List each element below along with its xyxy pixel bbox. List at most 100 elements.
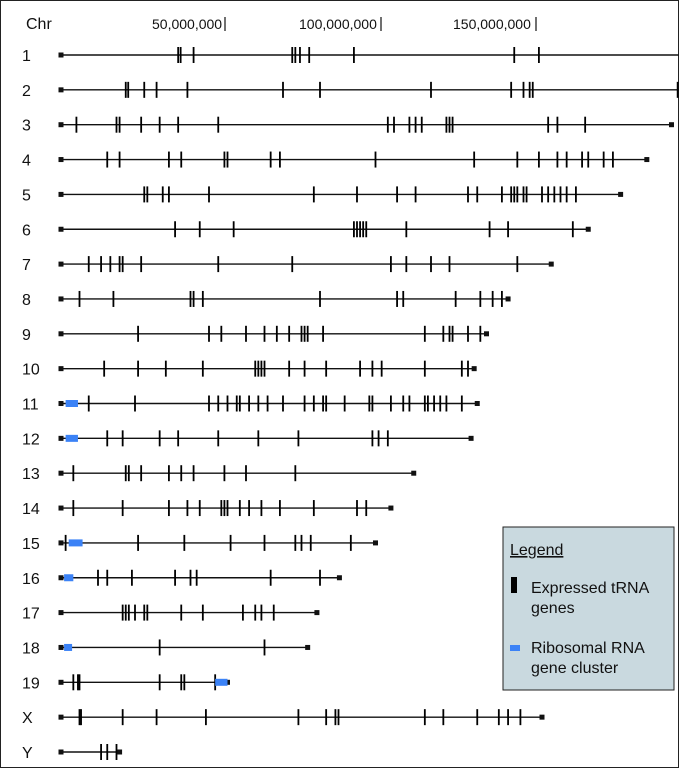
trna-gene-mark — [319, 81, 321, 98]
trna-gene-mark — [479, 325, 482, 342]
trna-gene-mark — [386, 116, 389, 133]
trna-gene-mark — [87, 395, 90, 412]
trna-gene-mark — [291, 47, 294, 63]
chromosome-end — [505, 296, 511, 302]
trna-gene-mark — [263, 325, 266, 342]
trna-gene-mark — [161, 186, 164, 203]
trna-gene-mark — [78, 709, 81, 726]
trna-gene-mark — [571, 221, 574, 238]
trna-gene-mark — [423, 360, 426, 377]
trna-gene-mark — [312, 395, 315, 412]
trna-gene-mark — [312, 186, 315, 203]
trna-gene-mark — [112, 290, 115, 307]
trna-gene-mark — [245, 325, 247, 342]
trna-gene-mark — [124, 604, 127, 621]
trna-gene-mark — [308, 47, 311, 63]
trna-gene-mark — [72, 674, 75, 691]
trna-gene-mark — [473, 151, 476, 168]
chromosome-start — [58, 331, 64, 337]
trna-gene-mark — [260, 604, 263, 621]
trna-gene-mark — [168, 465, 170, 482]
chromosome-4: 4 — [22, 151, 650, 170]
trna-gene-mark — [226, 395, 229, 412]
trna-gene-mark — [223, 151, 226, 168]
legend-title: Legend — [510, 542, 563, 559]
chromosome-8: 8 — [22, 290, 511, 309]
trna-gene-mark — [448, 256, 451, 273]
trna-gene-mark — [325, 395, 328, 412]
chromosome-start — [58, 610, 64, 616]
trna-gene-mark — [235, 395, 238, 412]
trna-gene-mark — [143, 81, 146, 98]
trna-gene-mark — [208, 325, 210, 342]
trna-gene-mark — [377, 430, 380, 447]
chromosome-start — [58, 122, 64, 128]
trna-gene-mark — [103, 360, 106, 377]
trna-gene-mark — [143, 604, 146, 621]
trna-gene-mark — [260, 500, 263, 517]
chromosome-11: 11 — [22, 395, 480, 414]
trna-gene-mark — [217, 256, 220, 273]
chromosome-16: 16 — [22, 569, 342, 588]
chromosome-end — [314, 610, 320, 616]
chromosome-end — [471, 366, 477, 372]
trna-gene-mark — [479, 290, 482, 307]
trna-gene-mark — [254, 360, 257, 377]
legend-rrna-line2: gene cluster — [531, 660, 619, 677]
trna-gene-mark — [263, 360, 266, 377]
trna-gene-mark — [288, 325, 291, 342]
trna-gene-mark — [158, 639, 161, 656]
trna-gene-mark — [442, 709, 445, 726]
chromosome-start — [58, 644, 64, 650]
chromosome-1: 1 — [22, 47, 679, 65]
chromosome-end — [117, 749, 123, 755]
trna-gene-mark — [433, 395, 435, 412]
chromosome-start — [58, 401, 64, 406]
chromosome-end — [336, 575, 342, 581]
trna-gene-mark — [510, 186, 513, 203]
trna-gene-mark — [538, 151, 540, 168]
trna-gene-mark — [319, 290, 321, 307]
chromosome-19: 19 — [22, 674, 230, 692]
trna-gene-mark — [334, 709, 337, 726]
trna-gene-mark — [396, 186, 398, 203]
trna-gene-mark — [547, 186, 550, 203]
chromosome-start — [58, 296, 64, 302]
trna-gene-mark — [349, 534, 352, 551]
chromosome-end — [305, 644, 311, 650]
chromosome-label: 3 — [22, 118, 31, 135]
trna-gene-mark — [374, 151, 377, 168]
chromosome-start — [58, 540, 64, 546]
chromosome-label: 19 — [22, 675, 40, 692]
chromosome-label: 7 — [22, 257, 31, 274]
trna-gene-mark — [556, 116, 559, 133]
trna-gene-mark — [460, 395, 463, 412]
trna-gene-mark — [371, 360, 374, 377]
chromosome-13: 13 — [22, 465, 417, 483]
chromosome-label: 17 — [22, 606, 40, 623]
trna-gene-mark — [390, 395, 392, 412]
rrna-cluster-mark — [215, 678, 228, 686]
chromosome-label: 8 — [22, 292, 31, 309]
trna-gene-mark — [359, 360, 361, 377]
trna-gene-mark — [134, 604, 136, 621]
trna-gene-mark — [177, 430, 180, 447]
legend: Legend Expressed tRNA genes Ribosomal RN… — [502, 526, 675, 691]
rrna-cluster-mark — [68, 539, 83, 547]
trna-gene-mark — [448, 116, 451, 133]
trna-gene-mark — [408, 116, 411, 133]
chromosome-6: 6 — [22, 221, 591, 239]
trna-gene-mark — [303, 360, 306, 377]
trna-gene-mark — [180, 151, 183, 168]
trna-gene-mark — [232, 221, 235, 238]
trna-gene-mark — [263, 534, 266, 551]
trna-gene-mark — [174, 221, 176, 238]
chromosome-label: 4 — [22, 153, 31, 170]
trna-gene-mark — [396, 290, 398, 307]
trna-gene-mark — [312, 500, 315, 517]
trna-gene-mark — [121, 500, 124, 517]
trna-gene-mark — [513, 47, 516, 63]
rrna-cluster-mark — [65, 434, 78, 442]
trna-gene-mark — [501, 186, 503, 203]
